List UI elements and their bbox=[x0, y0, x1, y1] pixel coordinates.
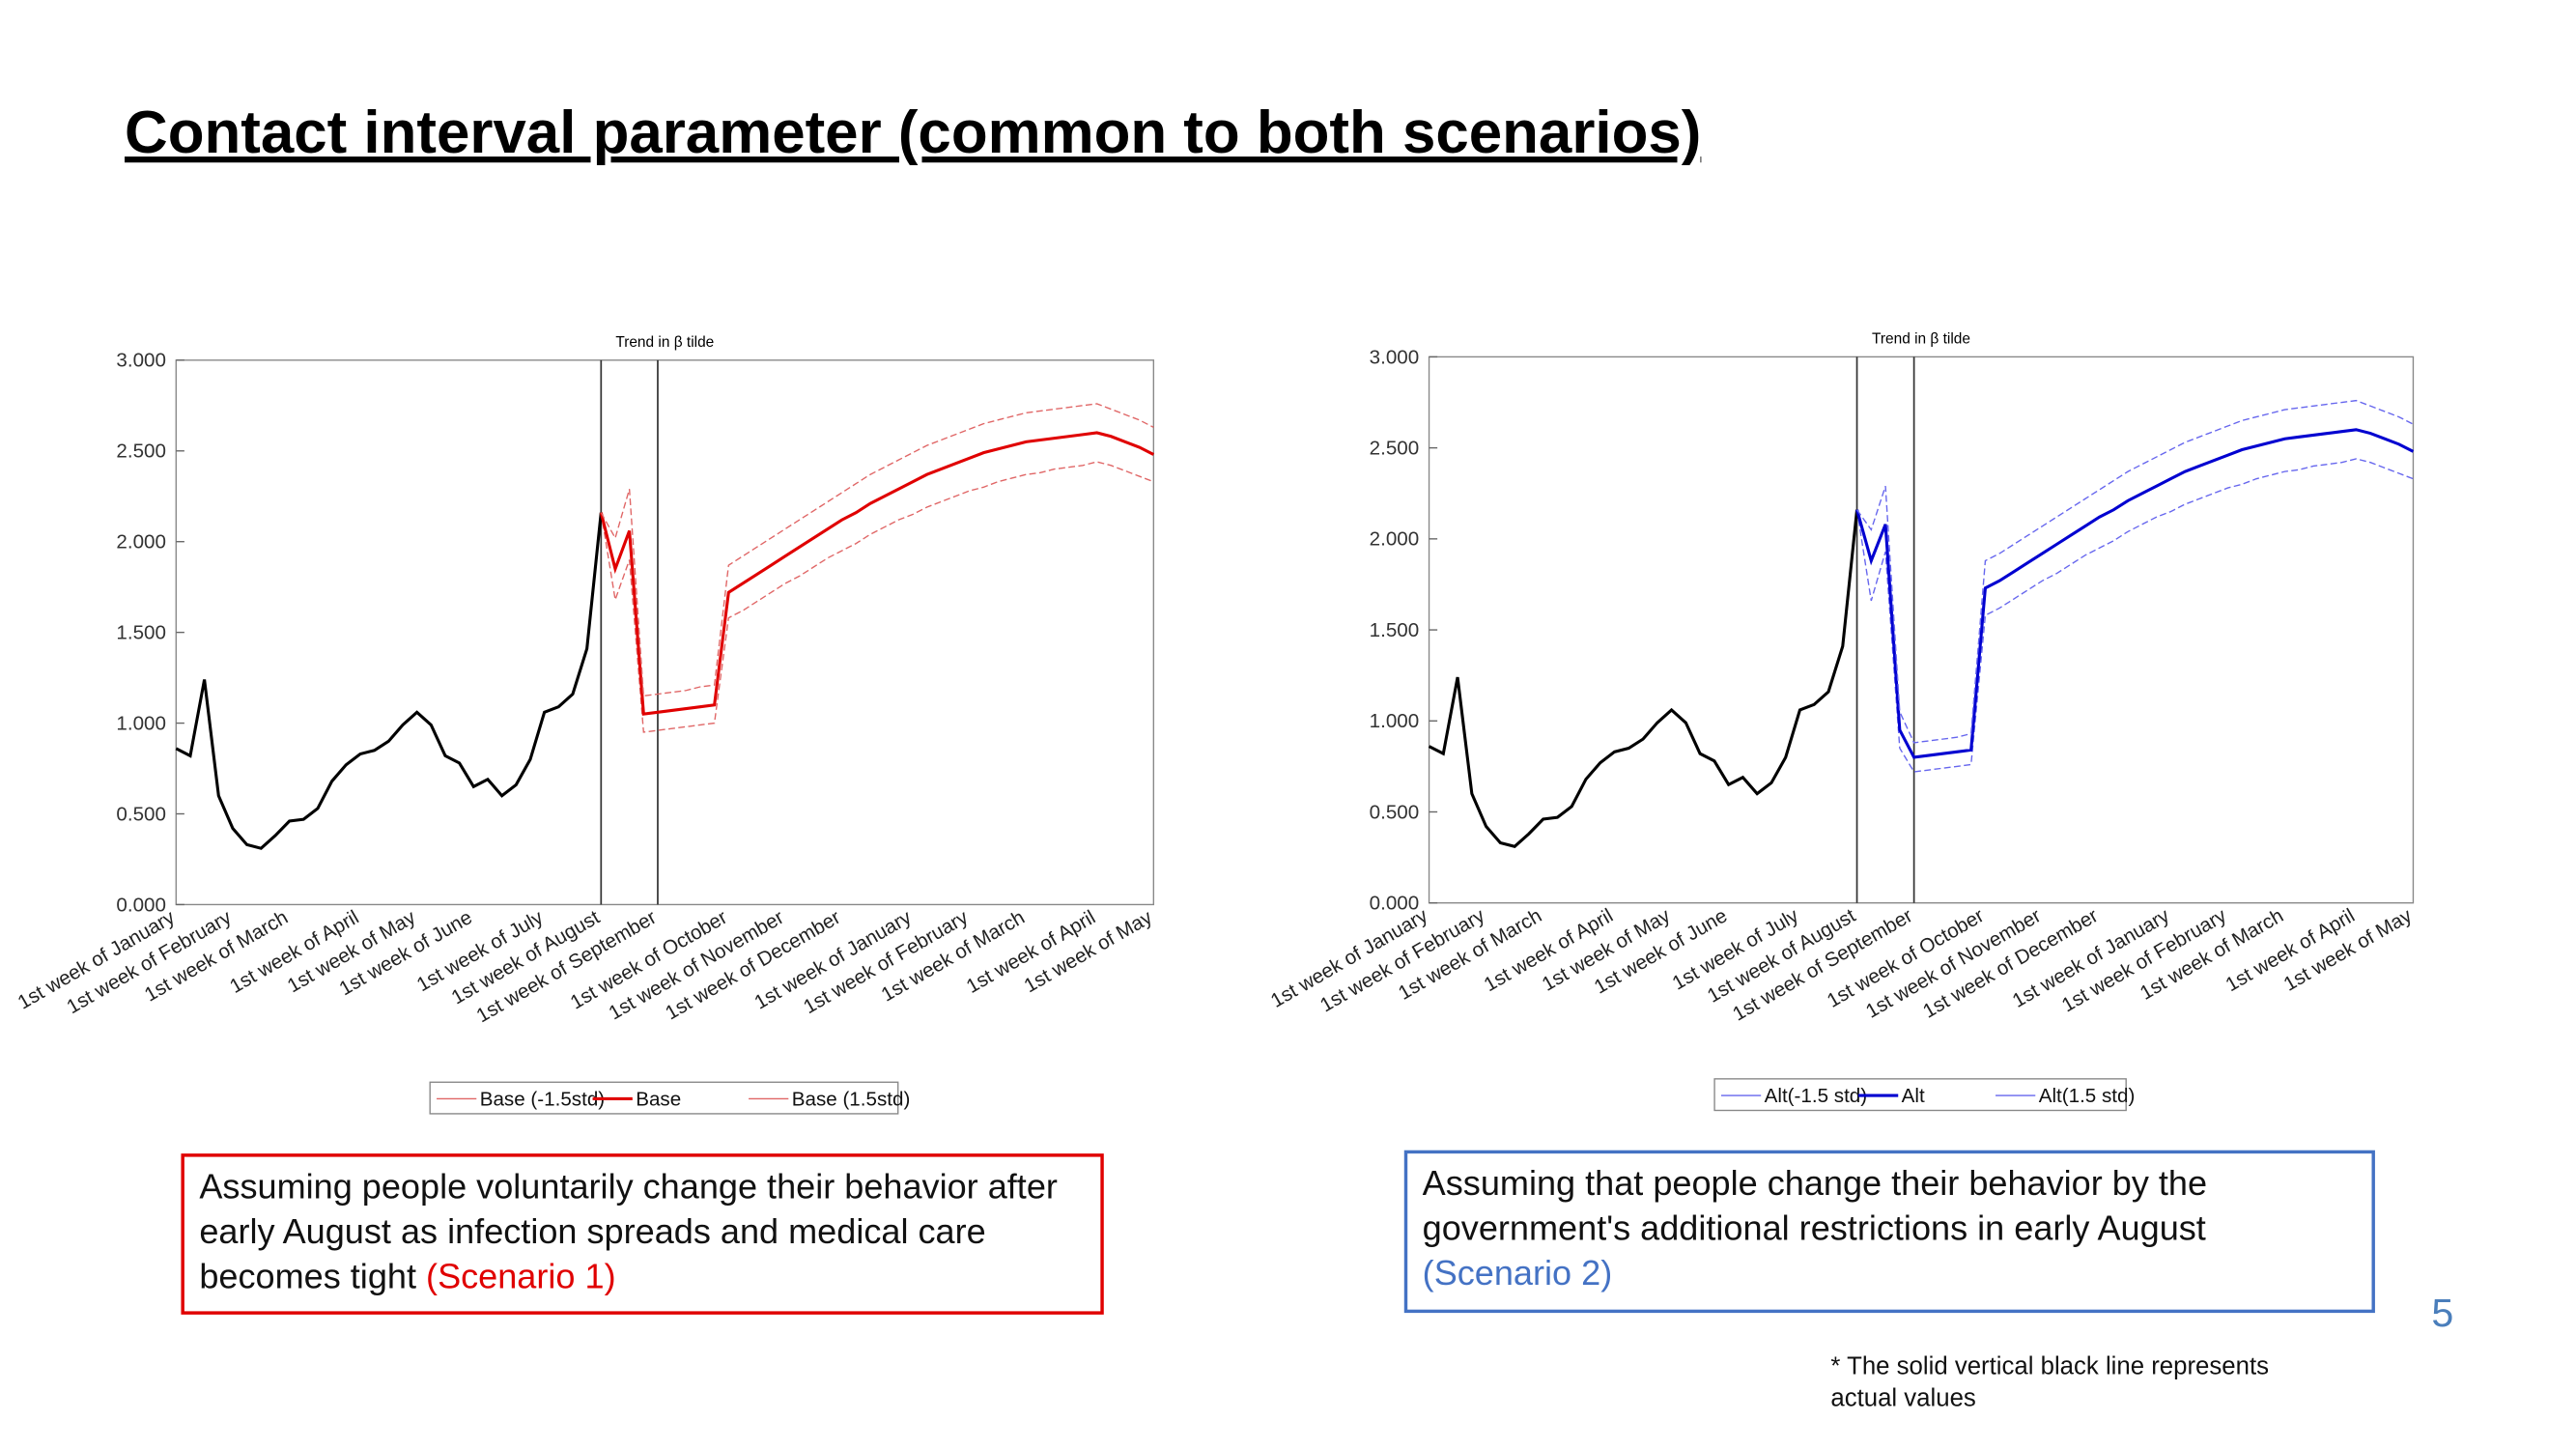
series-line bbox=[1428, 509, 1859, 848]
note: Assuming people voluntarily change their… bbox=[199, 1165, 1095, 1299]
note-box bbox=[181, 1153, 1104, 1315]
y-tick-label: 2.000 bbox=[116, 531, 166, 554]
legend-label: Alt bbox=[1902, 1085, 1925, 1107]
y-tick-label: 1.500 bbox=[1370, 619, 1420, 641]
y-tick-label: 3.000 bbox=[1370, 346, 1420, 368]
y-tick-label: 1.000 bbox=[1370, 710, 1420, 732]
y-tick-label: 1.500 bbox=[116, 622, 166, 644]
y-tick-label: 0.500 bbox=[116, 803, 166, 825]
legend-label: Alt(-1.5 std) bbox=[1765, 1085, 1868, 1107]
series-line bbox=[1855, 399, 2414, 744]
series-line bbox=[1855, 458, 2414, 773]
legend-label: Base bbox=[636, 1088, 681, 1110]
chart-title: Trend in β tilde bbox=[615, 334, 714, 351]
y-tick-label: 0.500 bbox=[1370, 801, 1420, 823]
note-box bbox=[1403, 1150, 2375, 1314]
y-tick-label: 2.500 bbox=[116, 440, 166, 463]
legend-label: Base (1.5std) bbox=[792, 1088, 911, 1110]
legend-label: Base (-1.5std) bbox=[480, 1088, 605, 1110]
footnote-text: * The solid vertical black line represen… bbox=[1830, 1352, 2270, 1413]
y-tick-label: 2.500 bbox=[1370, 438, 1420, 460]
slide-title: Contact interval parameter (common to bo… bbox=[125, 99, 1701, 166]
note-body: Assuming people voluntarily change their… bbox=[199, 1168, 1058, 1296]
scenario-label: (Scenario 2) bbox=[1422, 1254, 1613, 1293]
series-line bbox=[1855, 428, 2415, 759]
note: Assuming that people change their behavi… bbox=[1423, 1162, 2352, 1296]
scenario-label: (Scenario 1) bbox=[426, 1258, 616, 1296]
y-tick-label: 2.000 bbox=[1370, 528, 1420, 551]
y-tick-label: 1.000 bbox=[116, 712, 166, 734]
series-line bbox=[600, 461, 1154, 733]
legend-label: Alt(1.5 std) bbox=[2039, 1085, 2136, 1107]
note-text: Assuming people voluntarily change their… bbox=[199, 1165, 1095, 1299]
series-line bbox=[599, 431, 1155, 716]
y-tick-label: 0.000 bbox=[116, 894, 166, 916]
footnote: * The solid vertical black line represen… bbox=[1830, 1352, 2270, 1413]
series-line bbox=[600, 403, 1154, 697]
note-body: Assuming that people change their behavi… bbox=[1422, 1165, 2208, 1249]
series-line bbox=[175, 512, 603, 850]
y-tick-label: 0.000 bbox=[1370, 893, 1420, 915]
legend-box bbox=[429, 1081, 899, 1115]
page-number: 5 bbox=[2431, 1291, 2453, 1335]
chart-title: Trend in β tilde bbox=[1872, 331, 1970, 348]
y-tick-label: 3.000 bbox=[116, 350, 166, 372]
legend-box bbox=[1713, 1078, 2127, 1112]
note-text: Assuming that people change their behavi… bbox=[1423, 1162, 2352, 1296]
